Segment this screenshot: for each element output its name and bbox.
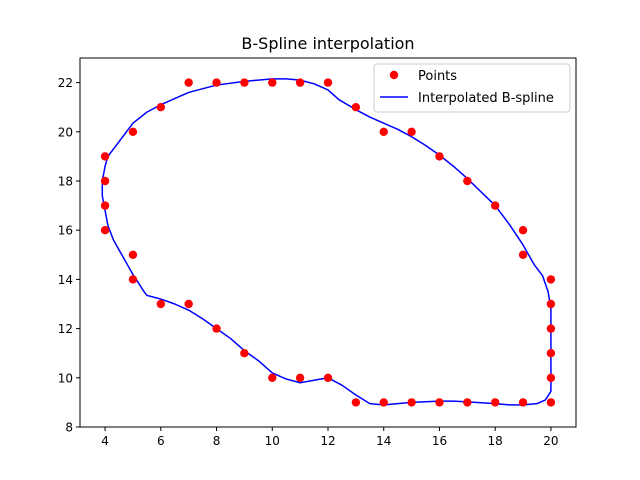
data-point bbox=[463, 176, 472, 186]
data-point bbox=[184, 299, 193, 309]
legend-marker-points bbox=[389, 70, 399, 80]
data-point bbox=[518, 398, 528, 407]
data-point bbox=[128, 275, 138, 284]
data-point bbox=[379, 127, 388, 136]
data-point bbox=[463, 398, 472, 407]
x-tick-label: 18 bbox=[488, 434, 503, 448]
data-point bbox=[128, 250, 138, 259]
data-point bbox=[212, 78, 221, 87]
data-point bbox=[351, 103, 361, 112]
y-tick-label: 22 bbox=[58, 76, 73, 90]
data-point bbox=[100, 226, 110, 235]
y-tick-label: 20 bbox=[58, 125, 73, 139]
x-tick-label: 12 bbox=[320, 434, 335, 448]
data-point bbox=[100, 176, 110, 186]
x-tick-label: 16 bbox=[432, 434, 447, 448]
data-point bbox=[546, 299, 556, 309]
data-point bbox=[546, 324, 556, 333]
data-point bbox=[156, 299, 166, 309]
data-point bbox=[351, 398, 361, 407]
x-tick-label: 8 bbox=[213, 434, 221, 448]
plot-area bbox=[79, 57, 577, 428]
data-point bbox=[268, 78, 277, 87]
data-point bbox=[518, 250, 528, 259]
data-point bbox=[435, 152, 444, 161]
data-point bbox=[240, 349, 249, 358]
data-point bbox=[407, 127, 416, 136]
data-point bbox=[518, 226, 528, 235]
y-tick-label: 14 bbox=[58, 273, 73, 287]
x-tick-label: 10 bbox=[265, 434, 280, 448]
legend-box bbox=[373, 63, 571, 113]
data-point bbox=[490, 398, 500, 407]
data-point bbox=[407, 398, 416, 407]
data-point bbox=[490, 201, 500, 210]
data-point bbox=[546, 373, 556, 382]
data-point bbox=[295, 78, 305, 87]
data-point bbox=[128, 127, 138, 136]
legend: Points Interpolated B-spline bbox=[373, 63, 571, 113]
x-tick-label: 14 bbox=[376, 434, 391, 448]
data-point bbox=[240, 78, 249, 87]
legend-label-b-spline: Interpolated B-spline bbox=[418, 91, 554, 106]
y-axis: 8 10 12 14 16 18 20 22 bbox=[58, 76, 80, 435]
y-tick-label: 18 bbox=[58, 175, 73, 189]
y-tick-label: 8 bbox=[65, 421, 73, 435]
y-tick-label: 12 bbox=[58, 322, 73, 336]
y-tick-label: 10 bbox=[58, 371, 73, 385]
data-point bbox=[156, 103, 166, 112]
y-tick-label: 16 bbox=[58, 224, 73, 238]
x-tick-label: 4 bbox=[101, 434, 109, 448]
x-tick-label: 20 bbox=[543, 434, 558, 448]
data-point bbox=[100, 201, 110, 210]
data-point bbox=[212, 324, 221, 333]
data-point bbox=[435, 398, 444, 407]
data-point bbox=[546, 349, 556, 358]
chart-title: B-Spline interpolation bbox=[241, 34, 414, 53]
data-point bbox=[546, 398, 556, 407]
x-axis: 4 6 8 10 12 14 16 18 20 bbox=[101, 427, 559, 448]
data-point bbox=[268, 373, 277, 382]
data-point bbox=[379, 398, 388, 407]
data-point bbox=[546, 275, 556, 284]
legend-label-points: Points bbox=[418, 69, 457, 84]
x-tick-label: 6 bbox=[157, 434, 165, 448]
data-point bbox=[295, 373, 305, 382]
data-point bbox=[323, 373, 333, 382]
data-point bbox=[323, 78, 333, 87]
data-point bbox=[184, 78, 193, 87]
data-point bbox=[100, 152, 110, 161]
